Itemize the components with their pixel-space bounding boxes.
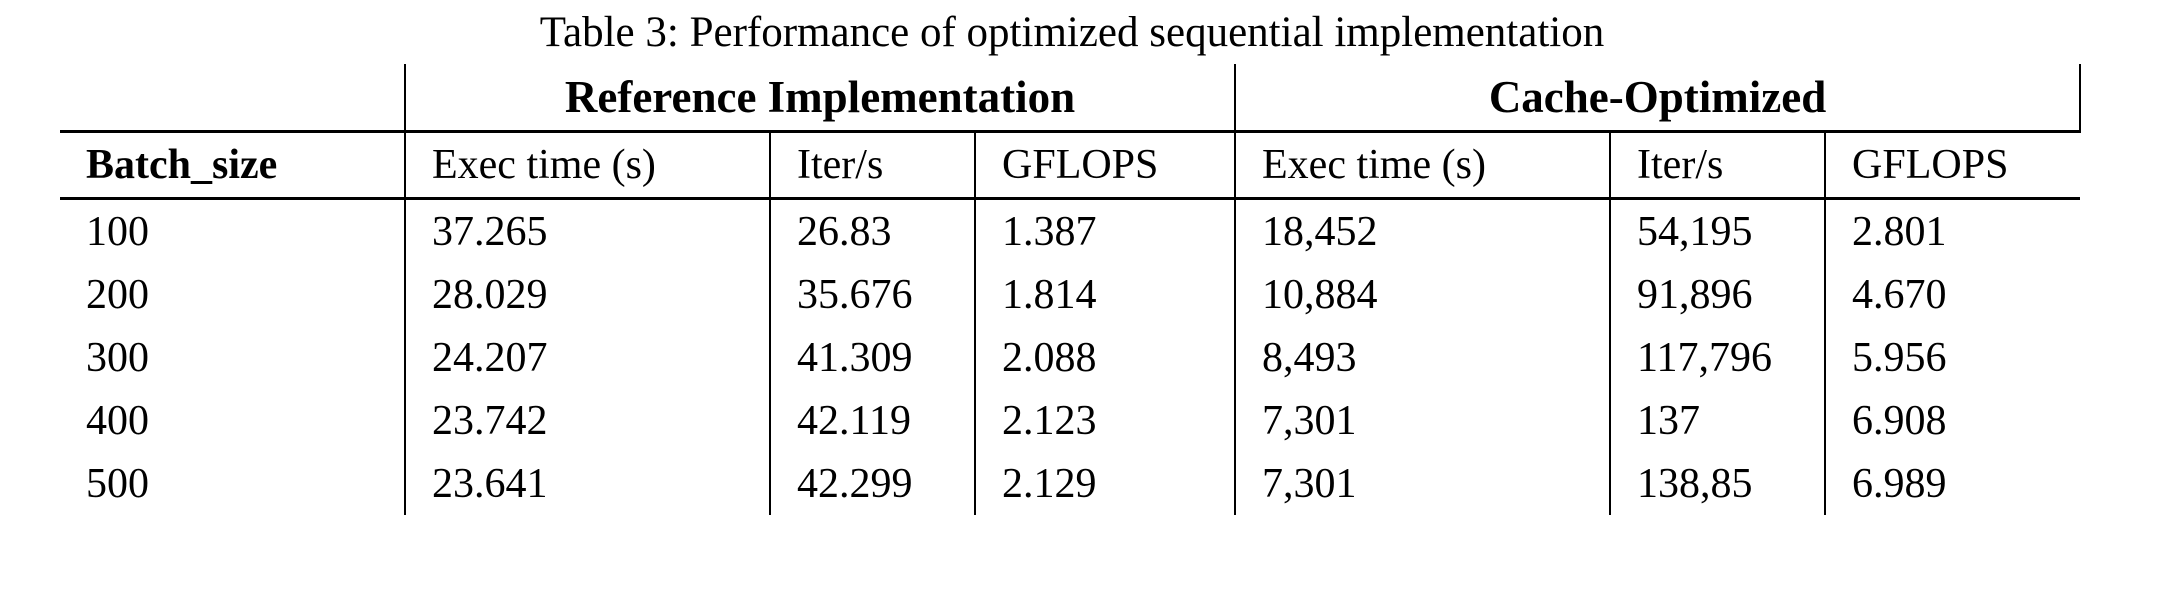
paper-page: Table 3: Performance of optimized sequen… <box>0 8 2160 596</box>
table-cell: 300 <box>86 334 149 381</box>
table-cell: 4.670 <box>1824 263 2081 326</box>
performance-table: Reference Implementation Cache-Optimized… <box>60 64 2082 515</box>
table-cell: 5.956 <box>1824 326 2081 389</box>
table-cell: 2.123 <box>973 389 1236 452</box>
table-cell: 1.387 <box>973 198 1236 263</box>
group-header-spacer <box>60 64 405 133</box>
table-row: 500 23.641 42.299 2.129 7,301 138,85 6.9… <box>60 452 2081 515</box>
column-header-cache-gflops: GFLOPS <box>1824 131 2081 200</box>
table-cell: 10,884 <box>1234 263 1611 326</box>
table-cell: 6.908 <box>1824 389 2081 452</box>
table-cell: 91,896 <box>1609 263 1826 326</box>
column-header-cache-iter-per-s: Iter/s <box>1609 131 1826 200</box>
table-cell: 138,85 <box>1609 452 1826 515</box>
group-header-cache-optimized: Cache-Optimized <box>1235 64 2082 133</box>
table-cell: 500 <box>86 460 149 507</box>
table-cell: 8,493 <box>1234 326 1611 389</box>
table-cell: 1.814 <box>973 263 1236 326</box>
table-caption: Table 3: Performance of optimized sequen… <box>539 9 1605 56</box>
column-header-batch-size: Batch_size <box>60 131 405 200</box>
column-header-ref-gflops: GFLOPS <box>973 131 1236 200</box>
table-cell: 28.029 <box>404 263 770 326</box>
table-cell: 24.207 <box>404 326 770 389</box>
table-cell: 7,301 <box>1234 389 1611 452</box>
table-row: 400 23.742 42.119 2.123 7,301 137 6.908 <box>60 389 2081 452</box>
column-header-ref-exec-time: Exec time (s) <box>404 131 770 200</box>
table-cell: 18,452 <box>1234 198 1611 263</box>
table-cell: 41.309 <box>769 326 975 389</box>
group-header-reference-implementation: Reference Implementation <box>403 64 1237 133</box>
table-cell: 7,301 <box>1234 452 1611 515</box>
table-cell: 6.989 <box>1824 452 2081 515</box>
table-row: 100 37.265 26.83 1.387 18,452 54,195 2.8… <box>60 198 2081 263</box>
column-header-row: Batch_size Exec time (s) Iter/s GFLOPS E… <box>60 131 2081 200</box>
table-cell: 42.119 <box>769 389 975 452</box>
column-header-cache-exec-time: Exec time (s) <box>1234 131 1611 200</box>
group-header-row: Reference Implementation Cache-Optimized <box>60 64 2082 133</box>
table-row: 300 24.207 41.309 2.088 8,493 117,796 5.… <box>60 326 2081 389</box>
table-cell: 54,195 <box>1609 198 1826 263</box>
table-cell: 100 <box>86 208 149 255</box>
table-cell: 35.676 <box>769 263 975 326</box>
table-cell: 2.088 <box>973 326 1236 389</box>
table-cell: 200 <box>86 271 149 318</box>
table-cell: 400 <box>86 397 149 444</box>
table-row: 200 28.029 35.676 1.814 10,884 91,896 4.… <box>60 263 2081 326</box>
table-cell: 2.129 <box>973 452 1236 515</box>
table-cell: 137 <box>1609 389 1826 452</box>
table-cell: 23.742 <box>404 389 770 452</box>
table-cell: 117,796 <box>1609 326 1826 389</box>
table-cell: 37.265 <box>404 198 770 263</box>
table-cell: 42.299 <box>769 452 975 515</box>
table-cell: 23.641 <box>404 452 770 515</box>
table-cell: 26.83 <box>769 198 975 263</box>
table-cell: 2.801 <box>1824 198 2081 263</box>
column-header-ref-iter-per-s: Iter/s <box>769 131 975 200</box>
